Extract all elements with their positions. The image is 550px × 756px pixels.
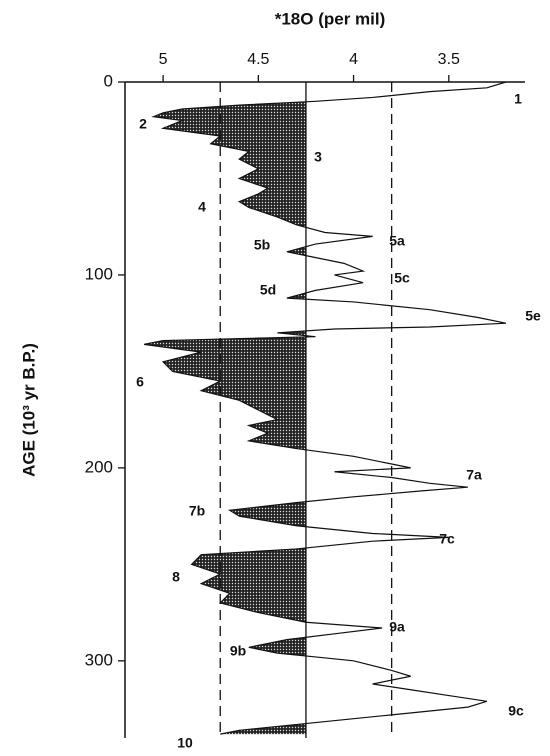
stage-label: 4: [198, 199, 206, 215]
stage-label: 9a: [389, 619, 405, 635]
stage-label: 7a: [466, 467, 482, 483]
stage-label: 5d: [260, 282, 276, 298]
stage-label: 3: [314, 149, 322, 165]
stage-label: 5b: [254, 237, 270, 253]
shaded-area: [144, 82, 306, 735]
stage-label: 7b: [189, 503, 205, 519]
x-tick-label: 4: [349, 51, 358, 68]
stage-label: 10: [177, 735, 193, 751]
x-tick-label: 3.5: [438, 51, 460, 68]
stage-label: 9b: [230, 643, 246, 659]
stage-label: 5c: [394, 270, 410, 286]
stage-label: 2: [139, 116, 147, 132]
stage-label: 5e: [525, 308, 541, 324]
y-tick-label: 100: [85, 264, 113, 283]
stage-label: 7c: [439, 531, 455, 547]
y-axis-label: AGE (10³ yr B.P.): [19, 343, 38, 477]
y-tick-label: 300: [85, 650, 113, 669]
isotope-line: [143, 81, 507, 735]
stage-label: 1: [514, 91, 522, 107]
stage-label: 8: [172, 569, 180, 585]
y-tick-label: 0: [104, 71, 113, 90]
x-tick-label: 4.5: [247, 51, 269, 68]
stage-label: 5a: [389, 233, 405, 249]
chart-title: *18O (per mil): [275, 9, 386, 28]
stage-label: 9c: [508, 703, 524, 719]
y-tick-label: 200: [85, 457, 113, 476]
x-tick-label: 5: [159, 51, 168, 68]
stage-label: 6: [136, 374, 144, 390]
